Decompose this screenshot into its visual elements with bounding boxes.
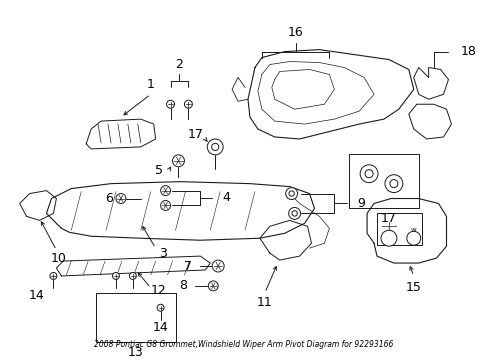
Circle shape (380, 230, 396, 246)
Text: 14: 14 (29, 289, 44, 302)
Bar (96, 293, 175, 342)
Text: 2: 2 (175, 58, 183, 71)
Text: 2008 Pontiac G8 Grommet,Windshield Wiper Arm Pivot Diagram for 92293166: 2008 Pontiac G8 Grommet,Windshield Wiper… (94, 341, 393, 350)
Circle shape (184, 100, 192, 108)
Text: 17: 17 (380, 212, 396, 225)
Circle shape (288, 191, 294, 196)
Circle shape (389, 180, 397, 188)
Circle shape (406, 231, 420, 245)
Circle shape (212, 260, 224, 272)
Circle shape (116, 194, 125, 203)
Text: 18: 18 (460, 45, 475, 58)
Text: 14: 14 (152, 321, 168, 334)
Circle shape (365, 170, 372, 178)
Text: 17: 17 (187, 127, 203, 140)
Circle shape (160, 186, 170, 195)
Text: w: w (410, 227, 416, 233)
Circle shape (172, 155, 184, 167)
Text: 15: 15 (405, 282, 421, 294)
Circle shape (207, 139, 223, 155)
Circle shape (211, 143, 218, 150)
Circle shape (157, 304, 164, 311)
Text: 9: 9 (356, 197, 365, 210)
Text: 6: 6 (105, 192, 113, 205)
Text: 4: 4 (222, 191, 229, 204)
Circle shape (50, 273, 57, 279)
Circle shape (129, 273, 136, 279)
Bar (376, 213, 421, 245)
Text: 16: 16 (287, 26, 303, 39)
Circle shape (288, 207, 300, 219)
Circle shape (359, 165, 377, 183)
Circle shape (208, 281, 218, 291)
Text: 5: 5 (154, 164, 163, 177)
Circle shape (291, 211, 297, 216)
Circle shape (384, 175, 402, 193)
Text: 3: 3 (158, 247, 166, 260)
Circle shape (160, 201, 170, 211)
Text: 7: 7 (184, 260, 192, 273)
Text: 10: 10 (50, 252, 66, 265)
Text: 12: 12 (150, 284, 166, 297)
Circle shape (112, 273, 119, 279)
Circle shape (285, 188, 297, 199)
Bar (348, 154, 418, 208)
Text: 1: 1 (146, 78, 154, 91)
Text: 13: 13 (128, 346, 143, 359)
Circle shape (166, 100, 174, 108)
Text: 8: 8 (179, 279, 187, 292)
Text: 11: 11 (257, 296, 272, 309)
